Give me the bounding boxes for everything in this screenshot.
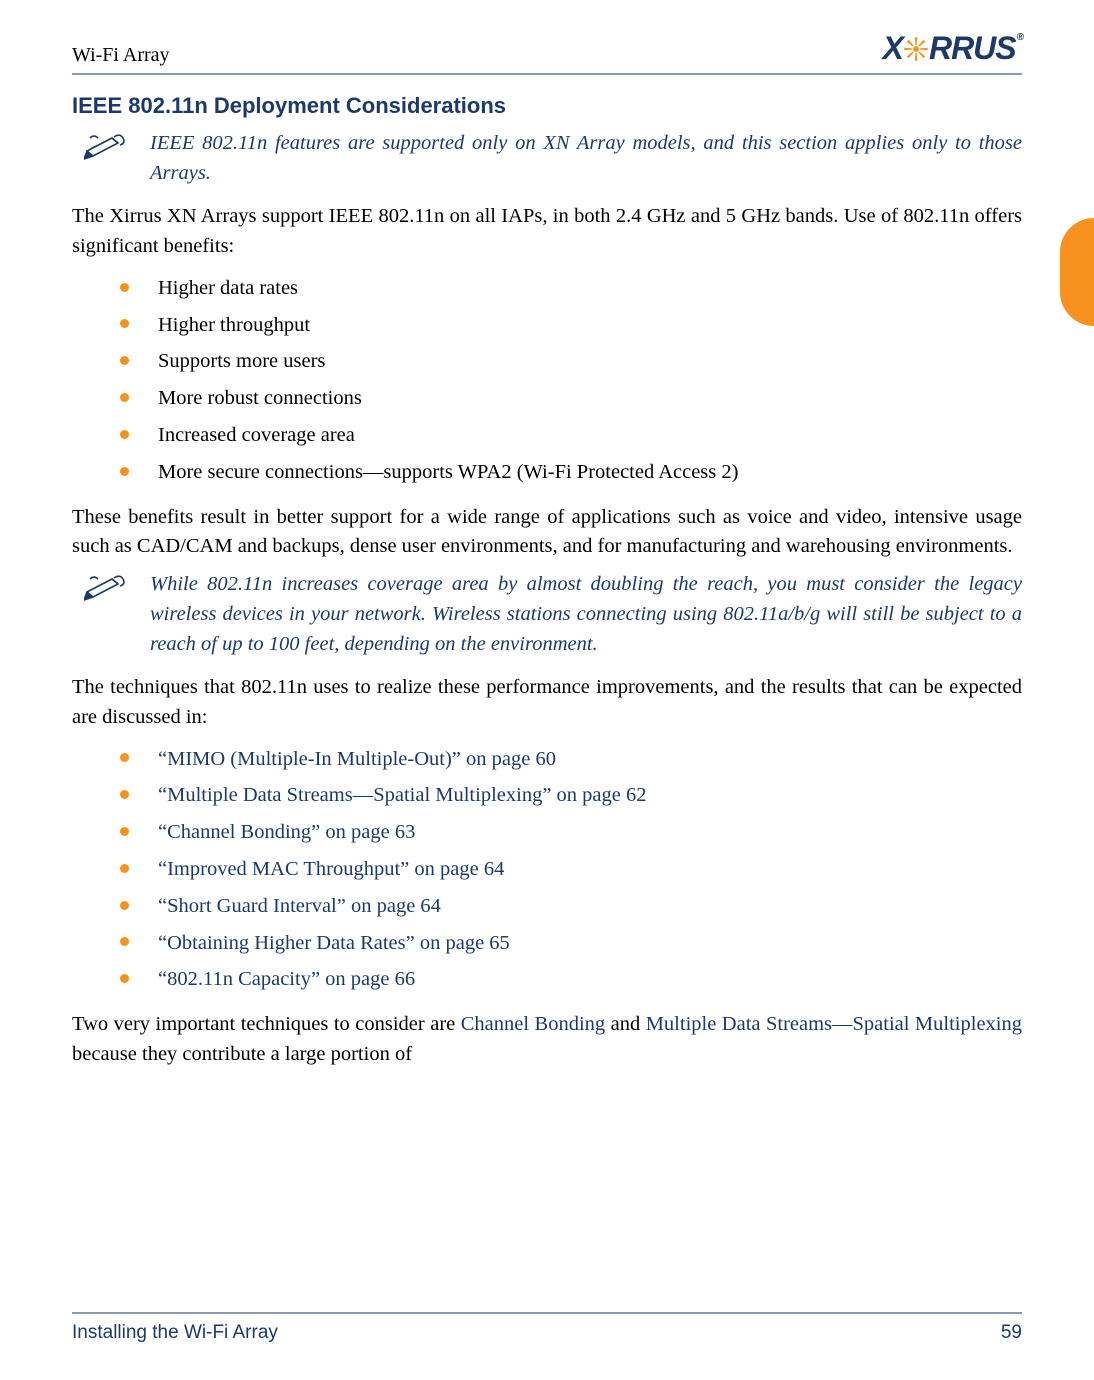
list-item: “Channel Bonding” on page 63 [120, 816, 1022, 849]
pencil-note-icon [84, 574, 128, 602]
note-text-2: While 802.11n increases coverage area by… [150, 570, 1022, 659]
xref-list: “MIMO (Multiple-In Multiple-Out)” on pag… [72, 743, 1022, 997]
list-item: “Multiple Data Streams—Spatial Multiplex… [120, 779, 1022, 812]
footer-rule [72, 1312, 1022, 1314]
cross-reference-link[interactable]: “Obtaining Higher Data Rates” on page 65 [158, 932, 510, 954]
list-item: Higher data rates [120, 272, 1022, 305]
list-item: More robust connections [120, 382, 1022, 415]
list-item: “Short Guard Interval” on page 64 [120, 890, 1022, 923]
paragraph-2: These benefits result in better support … [72, 503, 1022, 562]
cross-reference-link[interactable]: “Channel Bonding” on page 63 [158, 821, 415, 843]
section-heading: IEEE 802.11n Deployment Considerations [72, 93, 1022, 119]
paragraph-3: The techniques that 802.11n uses to real… [72, 673, 1022, 732]
logo-text-right-inner: RRUS [929, 30, 1016, 66]
logo-text-right: RRUS® [929, 30, 1022, 67]
brand-logo: X RRUS® [883, 30, 1022, 67]
para4-text-pre: Two very important techniques to conside… [72, 1013, 461, 1035]
note-block-2: While 802.11n increases coverage area by… [84, 570, 1022, 659]
list-item: “Obtaining Higher Data Rates” on page 65 [120, 927, 1022, 960]
list-item: “MIMO (Multiple-In Multiple-Out)” on pag… [120, 743, 1022, 776]
para4-text-post: because they contribute a large portion … [72, 1043, 412, 1065]
cross-reference-link[interactable]: Multiple Data Streams—Spatial Multiplexi… [646, 1013, 1022, 1035]
logo-registered: ® [1017, 32, 1023, 43]
section-tab [1060, 218, 1094, 326]
paragraph-4: Two very important techniques to conside… [72, 1010, 1022, 1069]
cross-reference-link[interactable]: “802.11n Capacity” on page 66 [158, 968, 415, 990]
cross-reference-link[interactable]: “MIMO (Multiple-In Multiple-Out)” on pag… [158, 748, 556, 770]
page-footer: Installing the Wi-Fi Array 59 [72, 1312, 1022, 1344]
cross-reference-link[interactable]: “Multiple Data Streams—Spatial Multiplex… [158, 784, 647, 806]
list-item: “802.11n Capacity” on page 66 [120, 963, 1022, 996]
list-item: Higher throughput [120, 309, 1022, 342]
cross-reference-link[interactable]: “Improved MAC Throughput” on page 64 [158, 858, 504, 880]
note-block-1: IEEE 802.11n features are supported only… [84, 129, 1022, 188]
logo-text-left: X [883, 30, 903, 67]
paragraph-1: The Xirrus XN Arrays support IEEE 802.11… [72, 202, 1022, 261]
para4-text-mid: and [605, 1013, 646, 1035]
cross-reference-link[interactable]: Channel Bonding [461, 1013, 605, 1035]
footer-section-title: Installing the Wi-Fi Array [72, 1322, 278, 1344]
logo-burst-icon [903, 36, 929, 62]
cross-reference-link[interactable]: “Short Guard Interval” on page 64 [158, 895, 441, 917]
page-header: Wi-Fi Array X [72, 30, 1022, 75]
list-item: “Improved MAC Throughput” on page 64 [120, 853, 1022, 886]
list-item: More secure connections—supports WPA2 (W… [120, 456, 1022, 489]
list-item: Supports more users [120, 345, 1022, 378]
list-item: Increased coverage area [120, 419, 1022, 452]
header-title: Wi-Fi Array [72, 44, 170, 67]
benefits-list: Higher data rates Higher throughput Supp… [72, 272, 1022, 489]
note-text-1: IEEE 802.11n features are supported only… [150, 129, 1022, 188]
pencil-note-icon [84, 133, 128, 161]
page-number: 59 [1001, 1322, 1022, 1344]
